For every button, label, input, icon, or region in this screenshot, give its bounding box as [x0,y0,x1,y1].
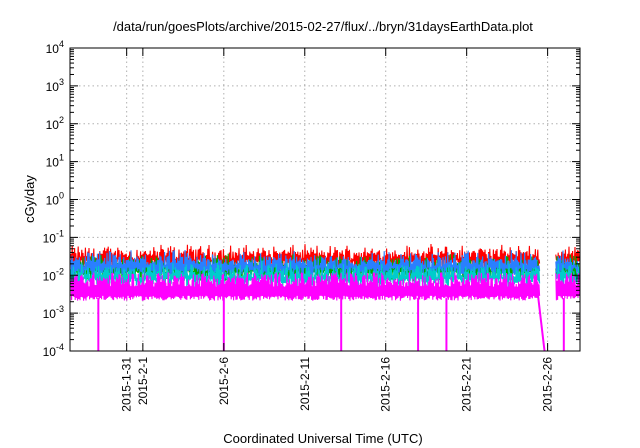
y-tick-exponent: -2 [56,266,64,276]
y-tick-label: 10-3 [43,304,64,321]
y-tick-label: 102 [46,115,64,132]
y-tick-base: 10 [43,307,57,321]
x-tick-label: 2015-1-31 [120,357,134,412]
y-tick-base: 10 [43,345,57,359]
y-tick-exponent: 0 [59,191,64,201]
y-tick-base: 10 [43,269,57,283]
y-tick-exponent: 4 [59,39,64,49]
chart-title: /data/run/goesPlots/archive/2015-02-27/f… [113,19,533,34]
series-line [70,272,541,301]
axes: 10-410-310-210-11001011021031042015-1-31… [43,39,581,412]
y-tick-base: 10 [46,80,60,94]
x-axis-title: Coordinated Universal Time (UTC) [223,431,422,446]
y-tick-label: 104 [46,39,64,56]
y-tick-exponent: 1 [59,153,64,163]
plot-area [70,243,580,352]
y-tick-label: 10-2 [43,266,64,283]
y-tick-exponent: 2 [59,115,64,125]
series-line [70,249,541,278]
y-tick-label: 101 [46,153,64,170]
x-tick-label: 2015-2-16 [379,357,393,412]
y-tick-label: 100 [46,191,64,208]
series-line [555,273,580,301]
y-tick-exponent: -3 [56,304,64,314]
series-line [555,250,580,277]
x-tick-label: 2015-2-6 [217,357,231,405]
y-tick-base: 10 [46,118,60,132]
series-line [70,260,541,289]
y-tick-base: 10 [46,194,60,208]
y-tick-base: 10 [43,231,57,245]
y-tick-exponent: 3 [59,77,64,87]
x-tick-label: 2015-2-21 [460,357,474,412]
x-tick-label: 2015-2-1 [136,357,150,405]
gap-edge-line [536,291,546,352]
y-tick-label: 103 [46,77,64,94]
y-tick-label: 10-1 [43,228,64,245]
y-tick-base: 10 [46,42,60,56]
x-tick-label: 2015-2-11 [298,357,312,411]
y-axis-title: cGy/day [22,175,37,223]
x-tick-label: 2015-2-26 [541,357,555,412]
y-tick-exponent: -1 [56,228,64,238]
y-tick-exponent: -4 [56,342,64,352]
y-tick-base: 10 [46,156,60,170]
y-tick-label: 10-4 [43,342,64,359]
